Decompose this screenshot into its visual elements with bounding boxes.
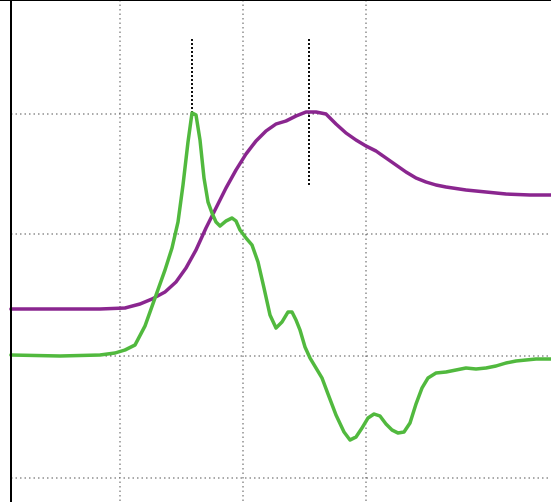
series-lines bbox=[9, 110, 551, 442]
series-line-1 bbox=[9, 110, 551, 311]
series-line-2 bbox=[9, 111, 551, 442]
